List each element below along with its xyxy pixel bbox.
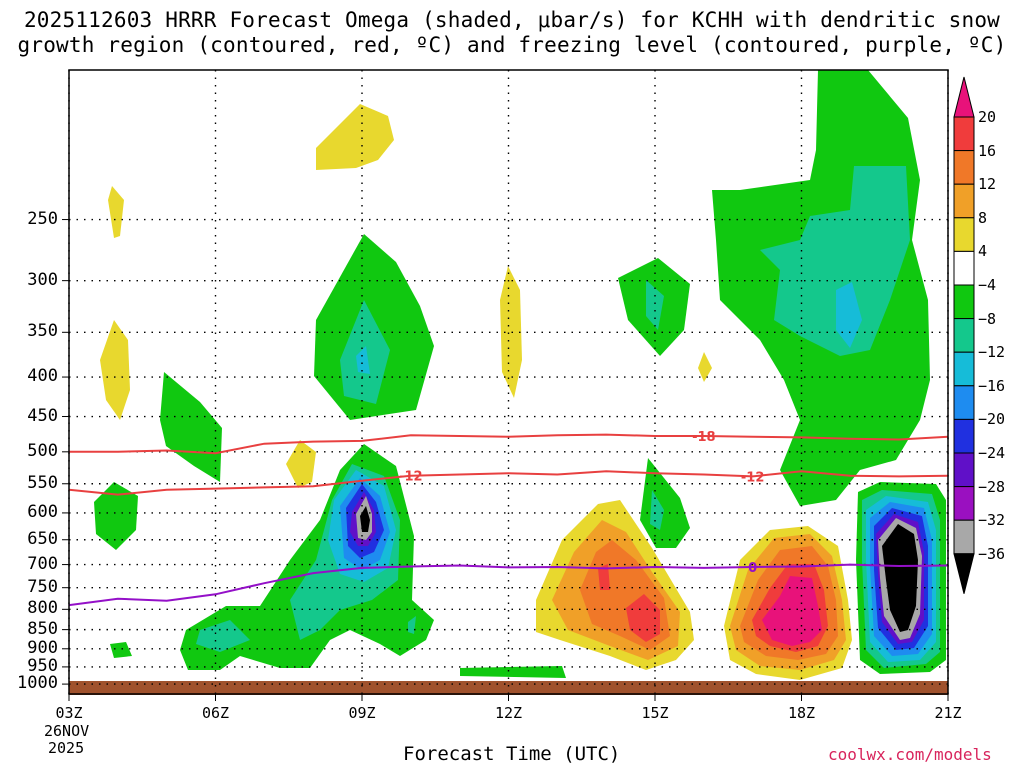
- colorbar-top-arrow: [953, 76, 975, 118]
- colorbar-box: [953, 116, 975, 152]
- colorbar-tick-label: 4: [978, 242, 988, 261]
- shade-yellow-upper-left: [108, 186, 124, 238]
- shade-green-1500-mid: [640, 458, 690, 548]
- contour-dgz-minus12-label: -12: [741, 470, 765, 485]
- x-tick-label: 03Z: [55, 704, 83, 722]
- colorbar-box: [953, 452, 975, 488]
- y-tick-label: 950: [27, 655, 58, 676]
- colorbar-box: [953, 418, 975, 454]
- contour-dgz-minus18: [69, 433, 948, 455]
- colorbar-box: [953, 284, 975, 320]
- y-tick-label: 750: [27, 576, 58, 597]
- colorbar-tick-label: 12: [978, 175, 997, 194]
- date-label-year: 2025: [48, 739, 85, 757]
- colorbar-tick-label: 16: [978, 141, 997, 160]
- y-tick-label: 350: [27, 321, 58, 342]
- contour-dgz-minus12: [69, 470, 948, 496]
- y-tick-label: 1000: [17, 673, 58, 694]
- contour-freezing-level: [69, 563, 948, 607]
- colorbar-tick-label: −20: [978, 410, 1006, 429]
- shade-black-2030-column: [882, 524, 918, 632]
- chart-title-line-1: 2025112603 HRRR Forecast Omega (shaded, …: [23, 8, 1001, 32]
- x-tick-label: 18Z: [787, 704, 816, 722]
- colorbar-box: [953, 183, 975, 219]
- colorbar: [953, 76, 975, 594]
- chart-title-line-2: growth region (contoured, red, ºC) and f…: [17, 33, 1007, 57]
- plot-frame: [68, 69, 949, 695]
- shade-teal-1900-upper: [760, 166, 910, 356]
- colorbar-tick-label: 20: [978, 108, 997, 126]
- contour-dgz-minus12-label: -12: [399, 470, 423, 485]
- shade-red-1500-low: [626, 594, 660, 642]
- y-tick-label: 400: [27, 366, 58, 387]
- colorbar-tick-label: −28: [978, 477, 1006, 496]
- x-tick-label: 12Z: [494, 704, 523, 722]
- y-tick-label: 650: [27, 528, 58, 549]
- omega-shading: [94, 70, 946, 680]
- y-tick-label: 300: [27, 269, 58, 290]
- grid: [62, 70, 949, 701]
- colorbar-tick-label: −12: [978, 343, 1006, 362]
- shade-green-0400-low: [110, 642, 132, 658]
- shade-yellow-left-mid: [100, 320, 130, 420]
- y-tick-label: 500: [27, 440, 58, 461]
- contours: -18 -12 -12 0: [69, 430, 948, 607]
- y-tick-label: 550: [27, 472, 58, 493]
- colorbar-tick-label: −36: [978, 544, 1006, 563]
- colorbar-box: [953, 217, 975, 252]
- contour-freezing-level-label: 0: [748, 561, 757, 576]
- x-tick-label: 06Z: [201, 704, 230, 722]
- colorbar-bottom-arrow: [953, 553, 975, 594]
- y-tick-label: 450: [27, 405, 58, 426]
- shade-green-surface: [460, 666, 566, 678]
- shade-teal-1500-mid: [650, 490, 664, 530]
- colorbar-tick-label: 8: [978, 208, 988, 227]
- credit-link[interactable]: coolwx.com/models: [828, 745, 992, 764]
- terrain-ground: [69, 681, 948, 695]
- y-tick-label: 800: [27, 598, 58, 619]
- colorbar-tick-label: −8: [978, 309, 997, 328]
- shade-teal-0700-low: [196, 620, 250, 652]
- shade-yellow-near-0800: [286, 440, 316, 488]
- y-tick-label: 600: [27, 501, 58, 522]
- shade-magenta-1800-low: [762, 576, 822, 646]
- colorbar-tick-label: −4: [978, 276, 997, 294]
- colorbar-box: [953, 519, 975, 555]
- shade-teal-1500-upper: [646, 280, 664, 330]
- x-tick-label: 09Z: [348, 704, 376, 722]
- colorbar-tick-label: −16: [978, 376, 1006, 395]
- shade-red-1400-low: [598, 564, 610, 590]
- x-axis-label: Forecast Time (UTC): [403, 743, 621, 765]
- colorbar-box: [953, 150, 975, 185]
- colorbar-box: [953, 486, 975, 521]
- colorbar-tick-label: −32: [978, 511, 1006, 530]
- x-tick-label: 15Z: [641, 704, 669, 722]
- colorbar-tick-label: −24: [978, 444, 1006, 462]
- shade-green-0500: [160, 372, 222, 482]
- shade-yellow-1600: [698, 352, 712, 382]
- colorbar-box: [953, 385, 975, 420]
- colorbar-box: [953, 318, 975, 353]
- y-tick-label: 250: [27, 208, 58, 229]
- y-tick-label: 900: [27, 637, 58, 658]
- shade-green-0400: [94, 482, 138, 550]
- shade-yellow-1200: [500, 266, 522, 398]
- shade-cyan-0900-upper: [356, 346, 370, 374]
- date-label-day: 26NOV: [44, 722, 90, 740]
- y-tick-label: 850: [27, 618, 58, 639]
- colorbar-box: [953, 250, 975, 286]
- contour-dgz-minus18-label: -18: [692, 430, 716, 445]
- shade-cyan-1900-upper: [836, 282, 862, 348]
- x-tick-label: 21Z: [934, 704, 962, 722]
- colorbar-box: [953, 351, 975, 387]
- y-tick-label: 700: [27, 553, 58, 574]
- shade-yellow-top: [316, 104, 394, 170]
